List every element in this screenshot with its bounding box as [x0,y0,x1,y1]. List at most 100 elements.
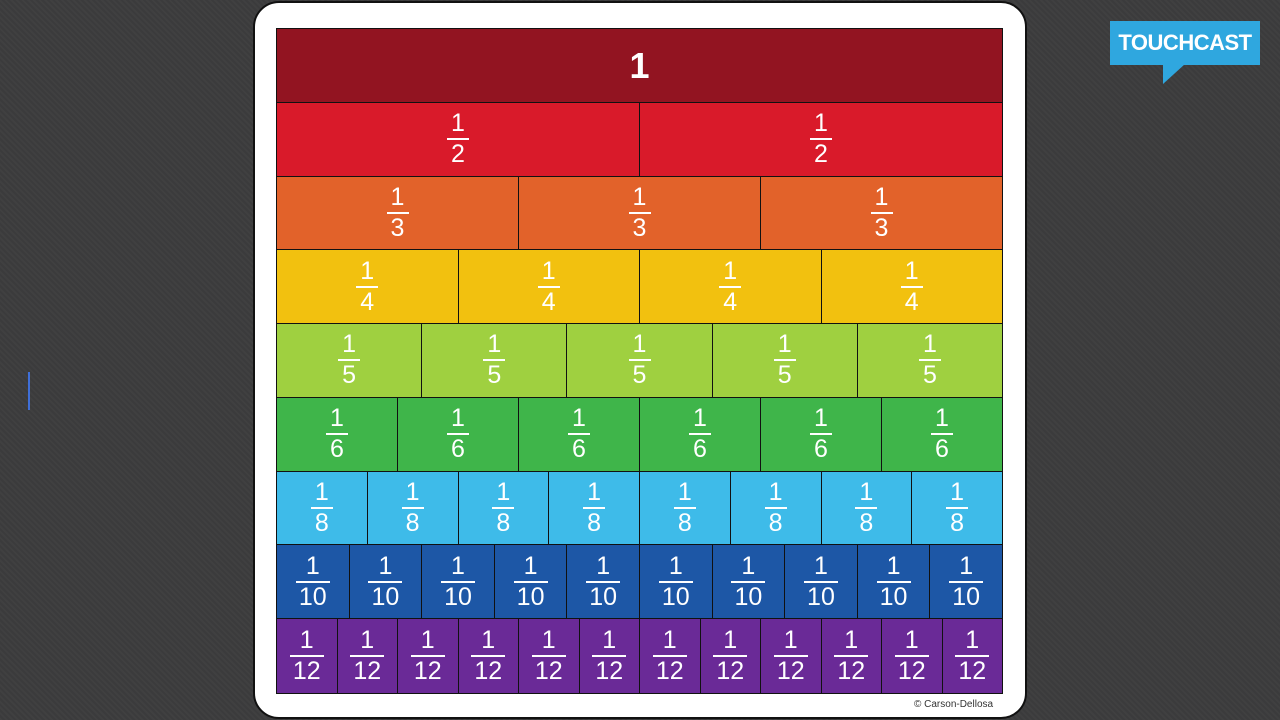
fraction-bar [949,580,984,583]
denominator: 3 [390,213,405,242]
fraction-piece: 1 12 [640,619,701,693]
copyright-text: © Carson-Dellosa [914,699,994,710]
denominator: 2 [814,140,828,169]
fraction-piece: 1 12 [458,619,519,693]
fraction-piece: 1 [277,29,1002,103]
fraction-bar [719,285,742,288]
denominator: 10 [952,582,981,611]
denominator: 8 [405,509,420,538]
fraction-bar [310,507,333,510]
fraction-bar [652,655,687,658]
fraction-bar [773,655,808,658]
numerator: 1 [959,551,974,580]
denominator: 8 [677,509,692,538]
numerator: 1 [859,478,874,507]
fraction-piece: 1 10 [494,545,568,620]
numerator: 1 [935,404,949,433]
fraction-bar [834,655,869,658]
fraction-bar [356,285,379,288]
fraction-bar [410,655,445,658]
fraction-piece: 1 12 [882,619,943,693]
denominator: 4 [360,287,375,316]
numerator: 1 [602,626,617,655]
numerator: 1 [783,626,798,655]
fraction-bar [513,580,548,583]
denominator: 6 [693,435,707,464]
numerator: 1 [305,551,320,580]
fraction-bar [531,655,566,658]
fraction-bar [289,655,324,658]
denominator: 12 [958,657,987,686]
denominator: 6 [451,435,465,464]
numerator: 1 [541,626,556,655]
denominator: 8 [768,509,783,538]
logo-speech-tail [1163,64,1185,84]
fraction-bar [946,507,969,510]
fraction-bar [471,655,506,658]
denominator: 2 [451,140,465,169]
fraction-piece: 1 12 [337,619,398,693]
denominator: 8 [859,509,874,538]
denominator: 4 [723,287,738,316]
fraction-bar [894,655,929,658]
numerator: 1 [844,626,859,655]
numerator: 1 [523,551,538,580]
fraction-bar [803,580,838,583]
denominator: 6 [814,435,828,464]
numerator: 1 [572,404,586,433]
denominator: 3 [632,213,647,242]
denominator: 6 [330,435,344,464]
numerator: 1 [814,109,828,138]
numerator: 1 [723,626,738,655]
fraction-piece: 1 12 [579,619,640,693]
denominator: 5 [342,361,357,390]
fraction-bar [955,655,990,658]
numerator: 1 [314,478,329,507]
fraction-piece: 1 12 [700,619,761,693]
numerator: 1 [342,330,357,359]
denominator: 10 [734,582,763,611]
fraction-bar [731,580,766,583]
numerator: 1 [632,330,647,359]
denominator: 12 [716,657,745,686]
fraction-bar [689,433,711,436]
denominator: 5 [632,361,647,390]
fraction-piece: 1 10 [930,545,1002,620]
fraction-bar [401,507,424,510]
denominator: 5 [777,361,792,390]
numerator: 1 [768,478,783,507]
denominator: 5 [487,361,502,390]
denominator: 8 [314,509,329,538]
fraction-bar [586,580,621,583]
fraction-piece: 1 12 [761,619,822,693]
numerator: 1 [904,256,919,285]
numerator: 1 [496,478,511,507]
numerator: 1 [814,404,828,433]
fraction-bar [592,655,627,658]
fraction-bar [764,507,787,510]
denominator: 4 [541,287,556,316]
denominator: 12 [292,657,321,686]
numerator: 1 [451,404,465,433]
denominator: 12 [595,657,624,686]
numerator: 1 [904,626,919,655]
numerator: 1 [632,182,647,211]
numerator: 1 [587,478,602,507]
fraction-piece: 1 10 [785,545,858,620]
